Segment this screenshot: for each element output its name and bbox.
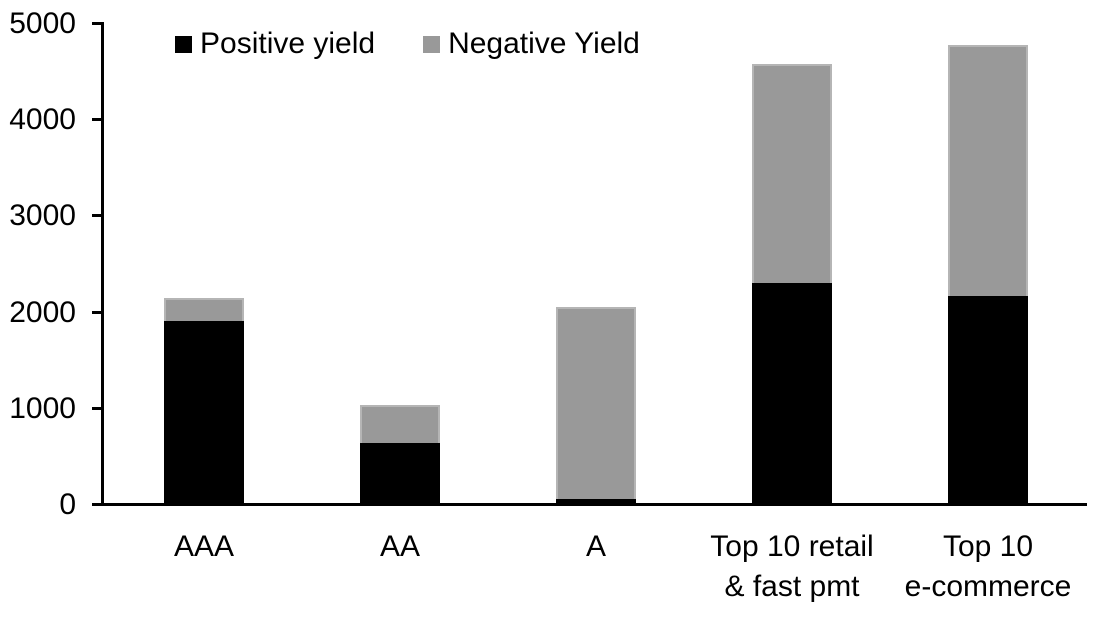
bar-segment-positive xyxy=(948,296,1028,503)
y-tick-mark xyxy=(92,214,101,217)
y-axis-tick-label: 0 xyxy=(59,488,76,521)
bar-segment-negative xyxy=(164,298,244,321)
x-axis-category-label: AAA xyxy=(54,527,354,567)
legend-item-positive-yield: Positive yield xyxy=(175,29,375,59)
legend-label-positive: Positive yield xyxy=(200,27,376,60)
bar-segment-positive xyxy=(556,499,636,503)
chart-legend: Positive yield Negative Yield xyxy=(175,29,640,59)
y-tick-mark xyxy=(92,407,101,410)
bar-segment-negative xyxy=(556,307,636,499)
x-axis-category-label-line: Top 10 retail xyxy=(710,530,874,563)
y-axis-tick-label: 3000 xyxy=(9,199,76,232)
legend-swatch-negative-icon xyxy=(423,35,441,53)
bar-segment-negative xyxy=(360,405,440,443)
x-axis-category-label-line: Top 10 xyxy=(942,530,1034,563)
y-axis-tick-label: 5000 xyxy=(9,7,76,40)
x-axis-category-label: A xyxy=(446,527,746,567)
x-axis-category-label-line: & fast pmt xyxy=(724,570,860,603)
x-axis-category-label: Top 10 e-commerce xyxy=(838,527,1102,607)
x-axis-category-label-line: AA xyxy=(379,530,421,563)
y-axis-tick-label: 4000 xyxy=(9,103,76,136)
x-axis-category-label-line: AAA xyxy=(173,530,235,563)
bar-segment-negative xyxy=(752,64,832,283)
bar-segment-positive xyxy=(164,321,244,503)
y-axis-tick-label: 1000 xyxy=(9,392,76,425)
legend-swatch-positive-icon xyxy=(175,35,192,53)
legend-label-negative: Negative Yield xyxy=(448,27,640,60)
x-axis-category-label-line: A xyxy=(585,530,606,563)
x-axis-category-label: Top 10 retail & fast pmt xyxy=(642,527,942,607)
x-axis-category-label-line: e-commerce xyxy=(904,570,1072,603)
y-axis-tick-label: 2000 xyxy=(9,296,76,329)
y-tick-mark xyxy=(92,503,101,506)
bar-segment-positive xyxy=(360,443,440,503)
legend-item-negative-yield: Negative Yield xyxy=(423,29,640,59)
y-tick-mark xyxy=(92,118,101,121)
bar-segment-negative xyxy=(948,45,1028,296)
x-axis-category-label: AA xyxy=(250,527,550,567)
y-tick-mark xyxy=(92,22,101,25)
y-axis-line xyxy=(101,22,104,506)
bar-segment-positive xyxy=(752,283,832,503)
y-tick-mark xyxy=(92,311,101,314)
x-axis-line xyxy=(93,503,1087,506)
